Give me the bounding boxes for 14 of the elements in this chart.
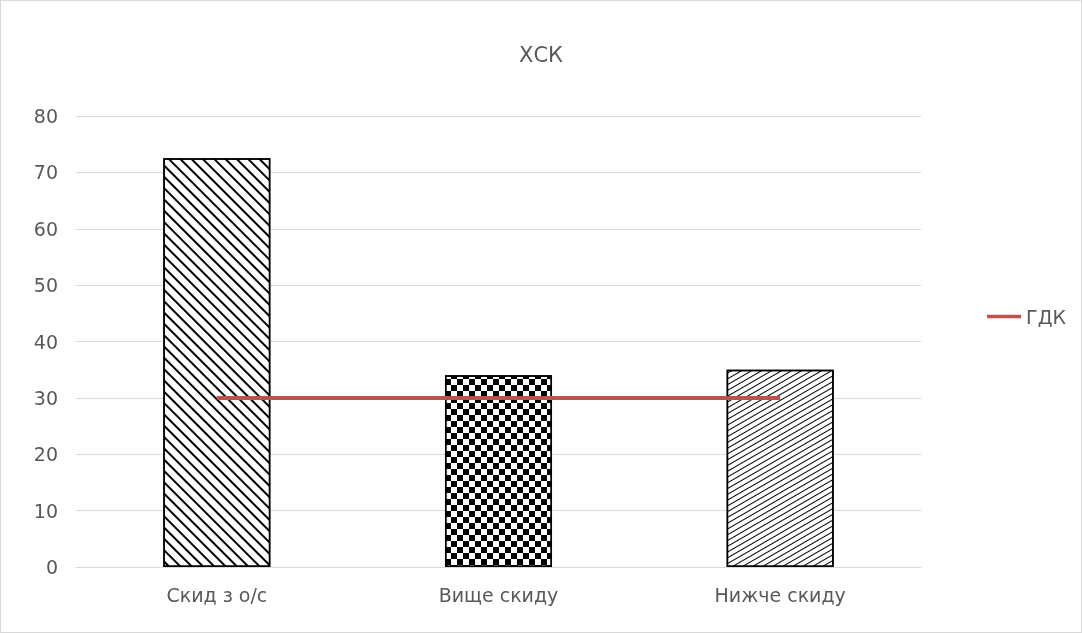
- y-tick-label: 60: [33, 217, 58, 240]
- y-tick-label: 30: [33, 386, 58, 409]
- chart-title: ХСК: [519, 42, 564, 67]
- y-tick-label: 0: [45, 556, 58, 578]
- y-tick-label: 10: [33, 499, 58, 522]
- y-tick-label: 40: [33, 330, 58, 353]
- x-tick-label: Вище скиду: [438, 583, 559, 606]
- y-tick-label: 20: [33, 443, 58, 466]
- x-tick-label: Нижче скиду: [714, 583, 846, 606]
- y-tick-label: 80: [33, 105, 58, 127]
- legend-label: ГДК: [1026, 305, 1067, 328]
- x-tick-label: Скид з о/с: [166, 583, 268, 606]
- y-tick-label: 50: [33, 274, 58, 297]
- y-tick-label: 70: [33, 161, 58, 184]
